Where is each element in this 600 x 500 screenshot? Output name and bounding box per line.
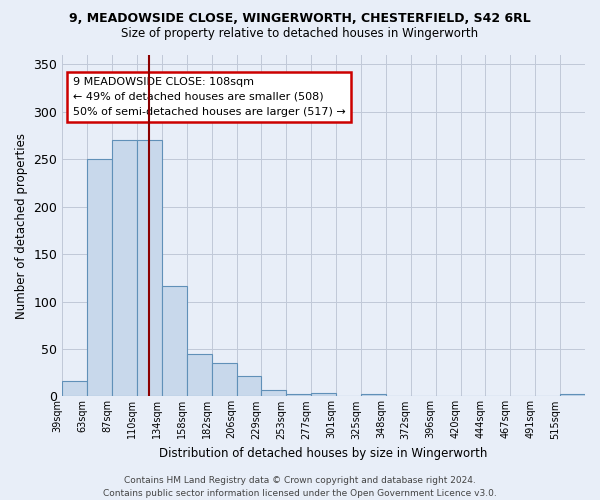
Bar [87,160,112,396]
Bar [262,390,286,396]
Bar [286,394,311,396]
Bar [112,140,137,396]
Text: Size of property relative to detached houses in Wingerworth: Size of property relative to detached ho… [121,28,479,40]
Bar [311,392,336,396]
Bar [162,286,187,397]
Y-axis label: Number of detached properties: Number of detached properties [15,132,28,318]
Bar [560,394,585,396]
Bar [187,354,212,397]
Bar [236,376,262,396]
Bar [212,363,236,396]
Text: Contains HM Land Registry data © Crown copyright and database right 2024.
Contai: Contains HM Land Registry data © Crown c… [103,476,497,498]
Text: 9, MEADOWSIDE CLOSE, WINGERWORTH, CHESTERFIELD, S42 6RL: 9, MEADOWSIDE CLOSE, WINGERWORTH, CHESTE… [69,12,531,26]
Bar [62,381,87,396]
Text: 9 MEADOWSIDE CLOSE: 108sqm
← 49% of detached houses are smaller (508)
50% of sem: 9 MEADOWSIDE CLOSE: 108sqm ← 49% of deta… [73,77,346,117]
Bar [361,394,386,396]
Bar [137,140,162,396]
X-axis label: Distribution of detached houses by size in Wingerworth: Distribution of detached houses by size … [160,447,488,460]
